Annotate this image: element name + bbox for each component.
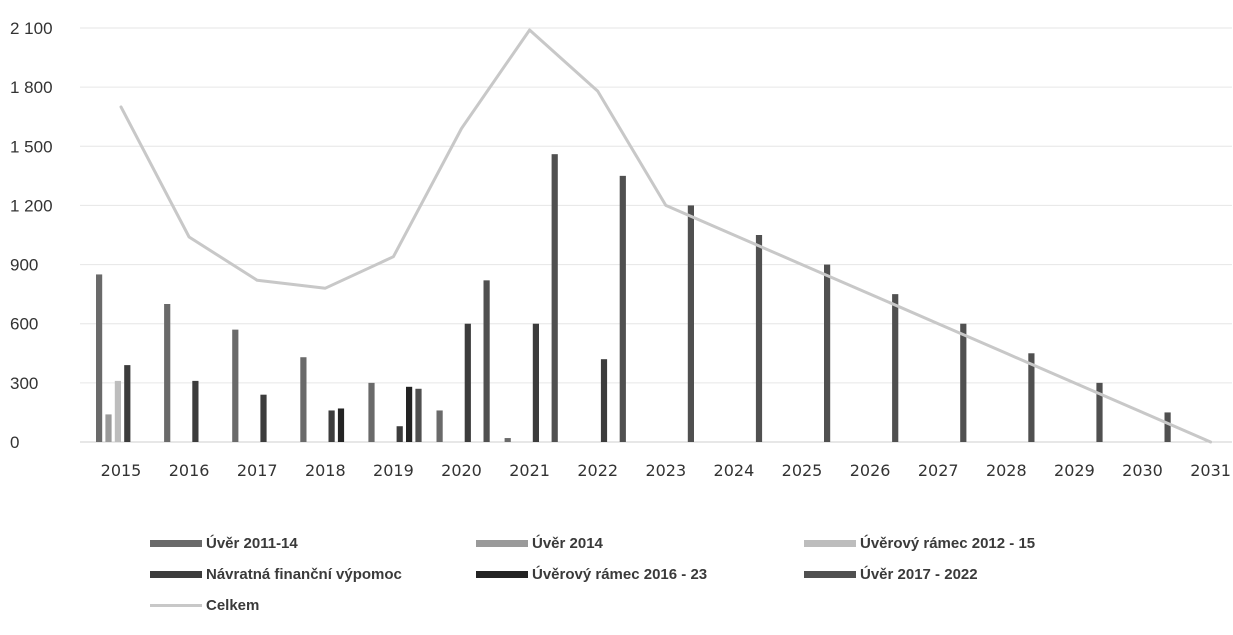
legend-swatch	[150, 540, 202, 547]
y-axis-ticks: 0 300 600 900 1 200 1 500 1 800 2 100	[10, 19, 53, 452]
bar	[164, 304, 171, 442]
bar	[1096, 382, 1103, 442]
y-tick-label: 0	[10, 433, 19, 452]
legend-swatch	[804, 571, 856, 578]
bar	[824, 264, 831, 442]
bar	[436, 410, 443, 442]
legend-item: Celkem	[150, 597, 259, 614]
legend-item: Úvěr 2014	[476, 535, 603, 552]
y-tick-label: 900	[10, 256, 38, 275]
y-tick-label: 2 100	[10, 19, 53, 38]
x-tick-label: 2015	[101, 461, 142, 480]
bar	[105, 414, 112, 442]
bar	[504, 438, 511, 442]
bar	[687, 205, 694, 442]
legend-item: Úvěrový rámec 2016 - 23	[476, 566, 707, 583]
bar	[124, 365, 131, 442]
legend-swatch	[804, 540, 856, 547]
x-tick-label: 2026	[850, 461, 891, 480]
bar	[406, 386, 413, 442]
legend-swatch	[150, 571, 202, 578]
bar	[260, 394, 267, 442]
gridlines	[80, 27, 1232, 443]
legend-swatch	[476, 571, 528, 578]
x-tick-label: 2017	[237, 461, 278, 480]
y-tick-label: 1 800	[10, 78, 53, 97]
x-tick-label: 2027	[918, 461, 959, 480]
y-tick-label: 300	[10, 374, 38, 393]
bar	[600, 359, 608, 442]
bar	[337, 408, 345, 442]
legend-item: Úvěrový rámec 2012 - 15	[804, 535, 1035, 552]
y-tick-label: 1 200	[10, 196, 53, 215]
bar	[1028, 353, 1035, 442]
legend-label: Úvěrový rámec 2012 - 15	[860, 535, 1036, 552]
bar	[483, 280, 490, 442]
legend-label: Úvěr 2017 - 2022	[860, 566, 978, 583]
total-line	[119, 28, 1213, 444]
x-tick-label: 2024	[714, 461, 755, 480]
bar	[232, 329, 239, 442]
x-tick-label: 2022	[577, 461, 618, 480]
x-tick-label: 2030	[1122, 461, 1163, 480]
bar	[464, 323, 471, 442]
x-tick-label: 2031	[1190, 461, 1231, 480]
x-axis-ticks: 2015 2016 2017 2018 2019 2020 2021 2022 2023 2024…	[101, 461, 1231, 480]
x-tick-label: 2020	[441, 461, 482, 480]
bar	[619, 175, 626, 442]
bar	[396, 426, 403, 442]
legend-item: Úvěr 2017 - 2022	[804, 566, 978, 583]
x-tick-label: 2016	[169, 461, 210, 480]
bar	[114, 380, 121, 442]
x-tick-label: 2018	[305, 461, 346, 480]
legend-item: Úvěr 2011-14	[150, 535, 298, 552]
legend-item: Návratná finanční výpomoc	[150, 566, 402, 583]
bars	[96, 154, 1171, 442]
legend-label: Návratná finanční výpomoc	[206, 566, 402, 583]
x-tick-label: 2023	[645, 461, 686, 480]
x-tick-label: 2029	[1054, 461, 1095, 480]
bar	[892, 294, 899, 442]
bar	[551, 154, 558, 442]
x-tick-label: 2021	[509, 461, 550, 480]
legend-label: Úvěrový rámec 2016 - 23	[532, 566, 708, 583]
legend-swatch	[150, 604, 202, 607]
y-tick-label: 1 500	[10, 137, 53, 156]
legend: Úvěr 2011-14 Úvěr 2014 Úvěrový rámec 2012 …	[150, 535, 1150, 635]
bar	[368, 382, 375, 442]
bar	[755, 235, 763, 442]
bar	[192, 380, 199, 442]
bar	[328, 410, 335, 442]
bar	[532, 323, 539, 442]
bar	[96, 274, 103, 442]
legend-swatch	[476, 540, 528, 547]
x-tick-label: 2028	[986, 461, 1027, 480]
bar	[415, 388, 422, 442]
legend-label: Úvěr 2011-14	[206, 535, 298, 552]
x-tick-label: 2025	[782, 461, 823, 480]
legend-label: Celkem	[206, 597, 260, 614]
legend-label: Úvěr 2014	[532, 535, 603, 552]
bar	[960, 323, 967, 442]
x-tick-label: 2019	[373, 461, 414, 480]
series-line-celkem	[119, 28, 1213, 444]
y-tick-label: 600	[10, 315, 38, 334]
bar	[1164, 412, 1171, 442]
bar	[300, 357, 307, 442]
